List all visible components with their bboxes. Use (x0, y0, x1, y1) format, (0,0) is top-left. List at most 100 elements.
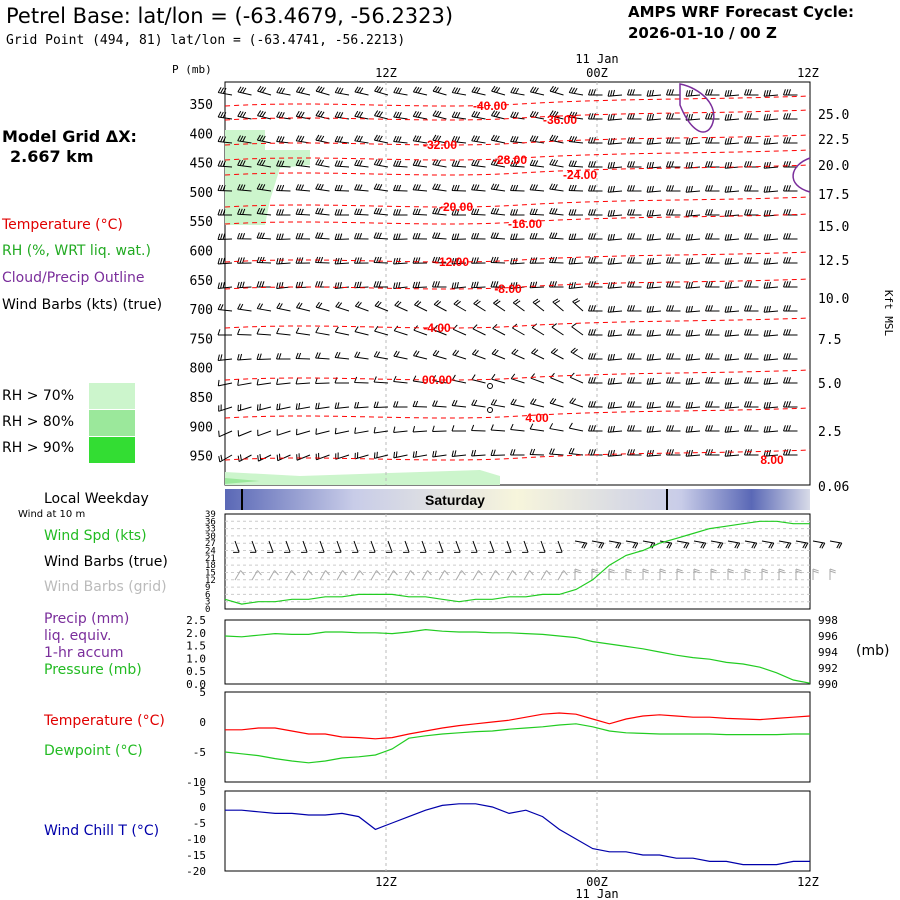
wind-tick-label: 18 (205, 561, 216, 571)
dewpoint-line (224, 723, 810, 764)
wind-barb (705, 257, 720, 264)
wind-barb (490, 232, 506, 240)
wind-barb (666, 185, 681, 192)
wind-barb (217, 87, 233, 96)
wind-barb (471, 86, 486, 96)
wind-barb (334, 160, 350, 168)
wind-barb (666, 305, 681, 312)
wind-barb (295, 159, 311, 168)
wind-barb (588, 329, 603, 336)
wind-barb-true (369, 540, 376, 553)
wind-barb-true (625, 540, 639, 549)
wind-barb (393, 281, 408, 289)
wind-barb (685, 185, 701, 193)
wind-barb (217, 354, 233, 361)
legend-precip: Precip (mm) (44, 611, 130, 627)
precip-panel-frame (224, 619, 811, 685)
wind-barb (724, 401, 740, 409)
wind-barb (452, 324, 467, 336)
height-tick-label: 15.0 (818, 220, 849, 235)
wind-barb (510, 135, 525, 144)
wind-barb (432, 207, 447, 216)
wind-barb (276, 302, 291, 312)
wind-barb-grid (234, 570, 245, 581)
wind-barb (666, 209, 681, 216)
wind-barb (257, 85, 272, 96)
wind-barb (551, 323, 564, 336)
wind-barb (295, 402, 311, 410)
wind-tick-label: 33 (205, 525, 216, 535)
wind-barb (705, 185, 720, 192)
wind-barb (549, 448, 564, 456)
wind-barb (529, 398, 545, 408)
legend-accum: 1-hr accum (44, 645, 124, 661)
height-tick-label: 0.06 (818, 480, 849, 495)
wind-barb (295, 352, 311, 360)
wind-barb-grid (506, 570, 517, 581)
wind-barb (334, 233, 350, 240)
pressure-axis-title: P (mb) (172, 63, 212, 76)
wind-barb (373, 451, 389, 459)
wind-barb (412, 159, 428, 168)
wind-barb (354, 452, 369, 460)
wind-barb (295, 378, 311, 385)
wind-barb (705, 329, 720, 336)
wind-chill-tick-label: 0 (199, 801, 206, 814)
wind-barb (529, 423, 545, 432)
wind-barb (607, 209, 623, 217)
wind-barb (315, 402, 330, 410)
wind-barb (763, 449, 779, 457)
wind-barb (783, 305, 798, 312)
wind-barb-grid (625, 568, 632, 580)
height-tick-label: 20.0 (818, 159, 849, 174)
pressure-tick-label: 700 (190, 303, 213, 318)
wind-barb (666, 329, 681, 336)
wind-barb (354, 351, 369, 360)
wind-barb (471, 159, 486, 168)
legend-barbs-grid: Wind Barbs (grid) (44, 579, 167, 595)
wind-barb (432, 425, 447, 432)
wind-barb-grid (744, 568, 751, 580)
wind-barb (256, 232, 272, 240)
legend-liq: liq. equiv. (44, 628, 112, 644)
wind-barb (569, 372, 584, 384)
wind-barb (529, 86, 545, 96)
wind-tick-label: 36 (205, 517, 216, 527)
wind-barb (256, 403, 272, 411)
wind-barb (412, 110, 428, 120)
wind-barb (685, 425, 701, 433)
wind-barb (705, 305, 720, 312)
wind-barb (763, 425, 779, 433)
weekday-title: Local Weekday (44, 491, 149, 507)
wind-barb (588, 353, 603, 360)
wind-barb (237, 379, 252, 386)
wind-barb (607, 113, 623, 121)
wind-barb (627, 89, 642, 96)
pressure-tick-label: 500 (190, 186, 213, 201)
pressure-tick-label: 600 (190, 245, 213, 260)
wind-barb (763, 161, 779, 169)
wind-barb (237, 110, 252, 120)
wind-barb-grid (642, 568, 649, 580)
wind-barb (433, 299, 447, 312)
wind-barb (315, 352, 330, 360)
wind-barb-true (250, 540, 257, 553)
wind-barb (295, 327, 311, 336)
wind-barb (744, 209, 759, 216)
wind-barb (296, 428, 311, 436)
wind-barb-true (795, 540, 809, 549)
wind-barb (529, 281, 545, 289)
wind-tick-label: 39 (205, 510, 216, 520)
wind-barb (237, 454, 252, 463)
wind-barb (627, 329, 642, 336)
wind-barb-grid (285, 570, 296, 581)
wind-barb-grid (251, 570, 262, 581)
wind-barb (685, 233, 701, 241)
pressure-tick-label: 900 (190, 420, 213, 435)
wind-barb (451, 87, 467, 96)
wind-barb (393, 426, 408, 433)
wind-barb (685, 257, 701, 265)
wind-chill-line (225, 803, 810, 866)
wind-barb (334, 351, 350, 360)
pressure-tick-label: 850 (190, 391, 213, 406)
